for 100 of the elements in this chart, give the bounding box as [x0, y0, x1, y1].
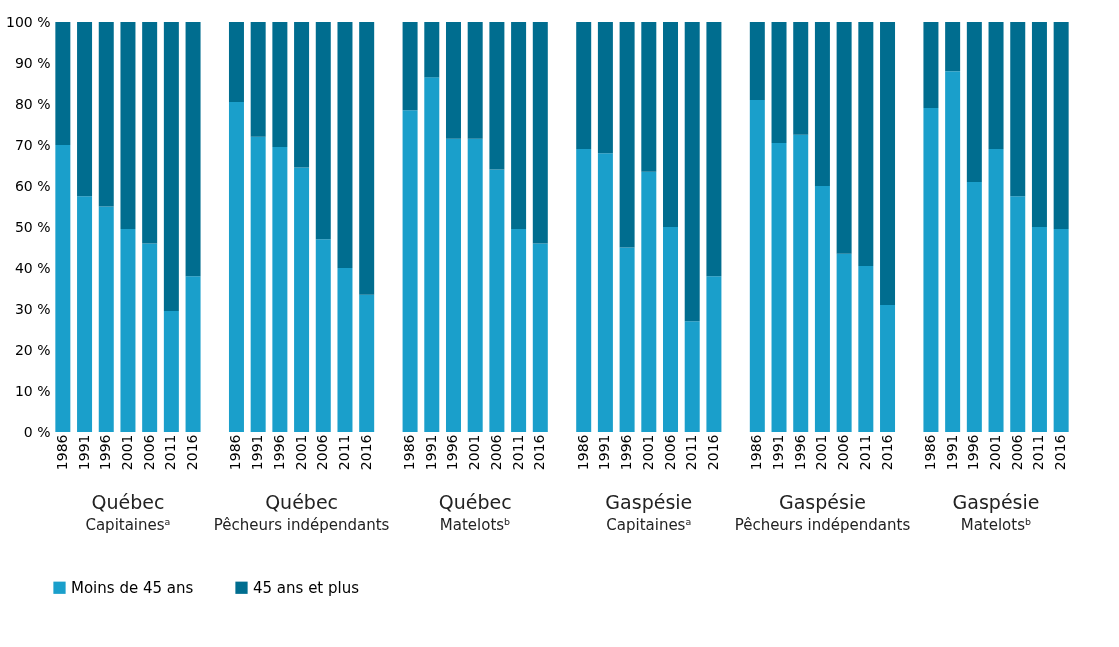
bar — [706, 276, 722, 432]
bar — [489, 22, 505, 170]
bar — [142, 243, 158, 432]
x-tick-label: 2011 — [1030, 434, 1047, 471]
x-tick-label: 2001 — [987, 434, 1004, 471]
bar — [793, 134, 809, 432]
bar — [120, 22, 136, 230]
bar — [923, 108, 939, 432]
bar — [424, 77, 440, 432]
x-tick-label: 2016 — [878, 434, 895, 471]
bar — [445, 22, 461, 139]
bar — [98, 206, 114, 432]
y-tick-label: 100 % — [6, 13, 51, 30]
x-tick-label: 2016 — [1052, 434, 1069, 471]
bar — [294, 22, 310, 168]
bar — [619, 22, 635, 248]
bar — [966, 22, 982, 182]
bar — [315, 239, 331, 432]
bar — [55, 145, 71, 432]
bar — [511, 229, 527, 432]
bar — [597, 22, 613, 154]
bar — [532, 243, 548, 432]
bar — [250, 22, 266, 137]
bar — [771, 142, 787, 432]
bar — [619, 247, 635, 432]
bar — [489, 169, 505, 432]
x-tick-label: 2001 — [813, 434, 830, 471]
x-tick-label: 1986 — [227, 434, 244, 471]
x-tick-label: 1986 — [574, 434, 591, 471]
bar — [771, 22, 787, 143]
bar — [445, 138, 461, 432]
bar — [272, 22, 288, 148]
x-tick-label: 2006 — [835, 434, 852, 471]
text: Gaspésie Matelotsᵇ — [952, 491, 1040, 534]
bar — [1031, 227, 1047, 432]
bar — [77, 196, 93, 432]
bar — [749, 22, 765, 100]
y-tick-label: 20 % — [14, 341, 51, 358]
bar — [1053, 22, 1069, 230]
text: Gaspésie Capitainesᵃ — [605, 491, 693, 534]
y-tick-label: 80 % — [14, 95, 51, 112]
bar — [337, 22, 353, 268]
bar — [597, 153, 613, 432]
x-tick-label: 2001 — [466, 434, 483, 471]
bar — [576, 22, 592, 150]
bar — [836, 22, 852, 254]
bar — [858, 265, 874, 432]
x-tick-label: 1996 — [270, 434, 287, 471]
text: Québec Pêcheurs indépendants — [213, 491, 390, 534]
x-tick-label: 2006 — [140, 434, 157, 471]
legend-label: 45 ans et plus — [253, 578, 360, 597]
y-tick-label: 90 % — [14, 54, 51, 71]
bar — [988, 149, 1004, 432]
x-tick-label: 2016 — [531, 434, 548, 471]
x-tick-label: 1996 — [97, 434, 114, 471]
bar — [945, 22, 961, 72]
bar — [793, 22, 809, 135]
bar — [663, 22, 679, 227]
bar — [576, 149, 592, 432]
x-tick-label: 2006 — [661, 434, 678, 471]
bar — [163, 22, 179, 312]
x-tick-label: 2011 — [856, 434, 873, 471]
x-tick-label: 2016 — [704, 434, 721, 471]
bar — [532, 22, 548, 244]
text: Québec Capitainesᵃ — [85, 491, 171, 534]
bar — [163, 311, 179, 432]
bar — [923, 22, 939, 109]
bar — [359, 294, 375, 432]
bar — [1031, 22, 1047, 227]
x-tick-label: 2001 — [639, 434, 656, 471]
x-tick-label: 2011 — [335, 434, 352, 471]
bar — [228, 101, 244, 432]
x-tick-label: 2011 — [509, 434, 526, 471]
y-tick-label: 70 % — [14, 136, 51, 153]
bar — [706, 22, 722, 277]
bar — [467, 22, 483, 139]
bar — [359, 22, 375, 295]
bar — [142, 22, 158, 244]
text: Québec Matelotsᵇ — [438, 491, 512, 534]
x-tick-label: 2001 — [118, 434, 135, 471]
y-tick-label: 0 % — [23, 423, 51, 440]
bar — [663, 227, 679, 432]
x-tick-label: 2006 — [314, 434, 331, 471]
x-tick-label: 1996 — [791, 434, 808, 471]
bar — [185, 276, 201, 432]
x-tick-label: 1996 — [444, 434, 461, 471]
bar — [402, 110, 418, 432]
y-tick-label: 40 % — [14, 259, 51, 276]
bar — [1053, 229, 1069, 432]
x-tick-label: 1991 — [943, 434, 960, 471]
bar — [77, 22, 93, 197]
bar — [684, 22, 700, 322]
y-tick-label: 30 % — [14, 300, 51, 317]
bar — [1010, 22, 1026, 197]
bar — [988, 22, 1004, 150]
x-tick-label: 1986 — [53, 434, 70, 471]
bar — [966, 181, 982, 432]
bar — [250, 136, 266, 432]
x-tick-label: 2011 — [683, 434, 700, 471]
x-tick-label: 1991 — [770, 434, 787, 471]
